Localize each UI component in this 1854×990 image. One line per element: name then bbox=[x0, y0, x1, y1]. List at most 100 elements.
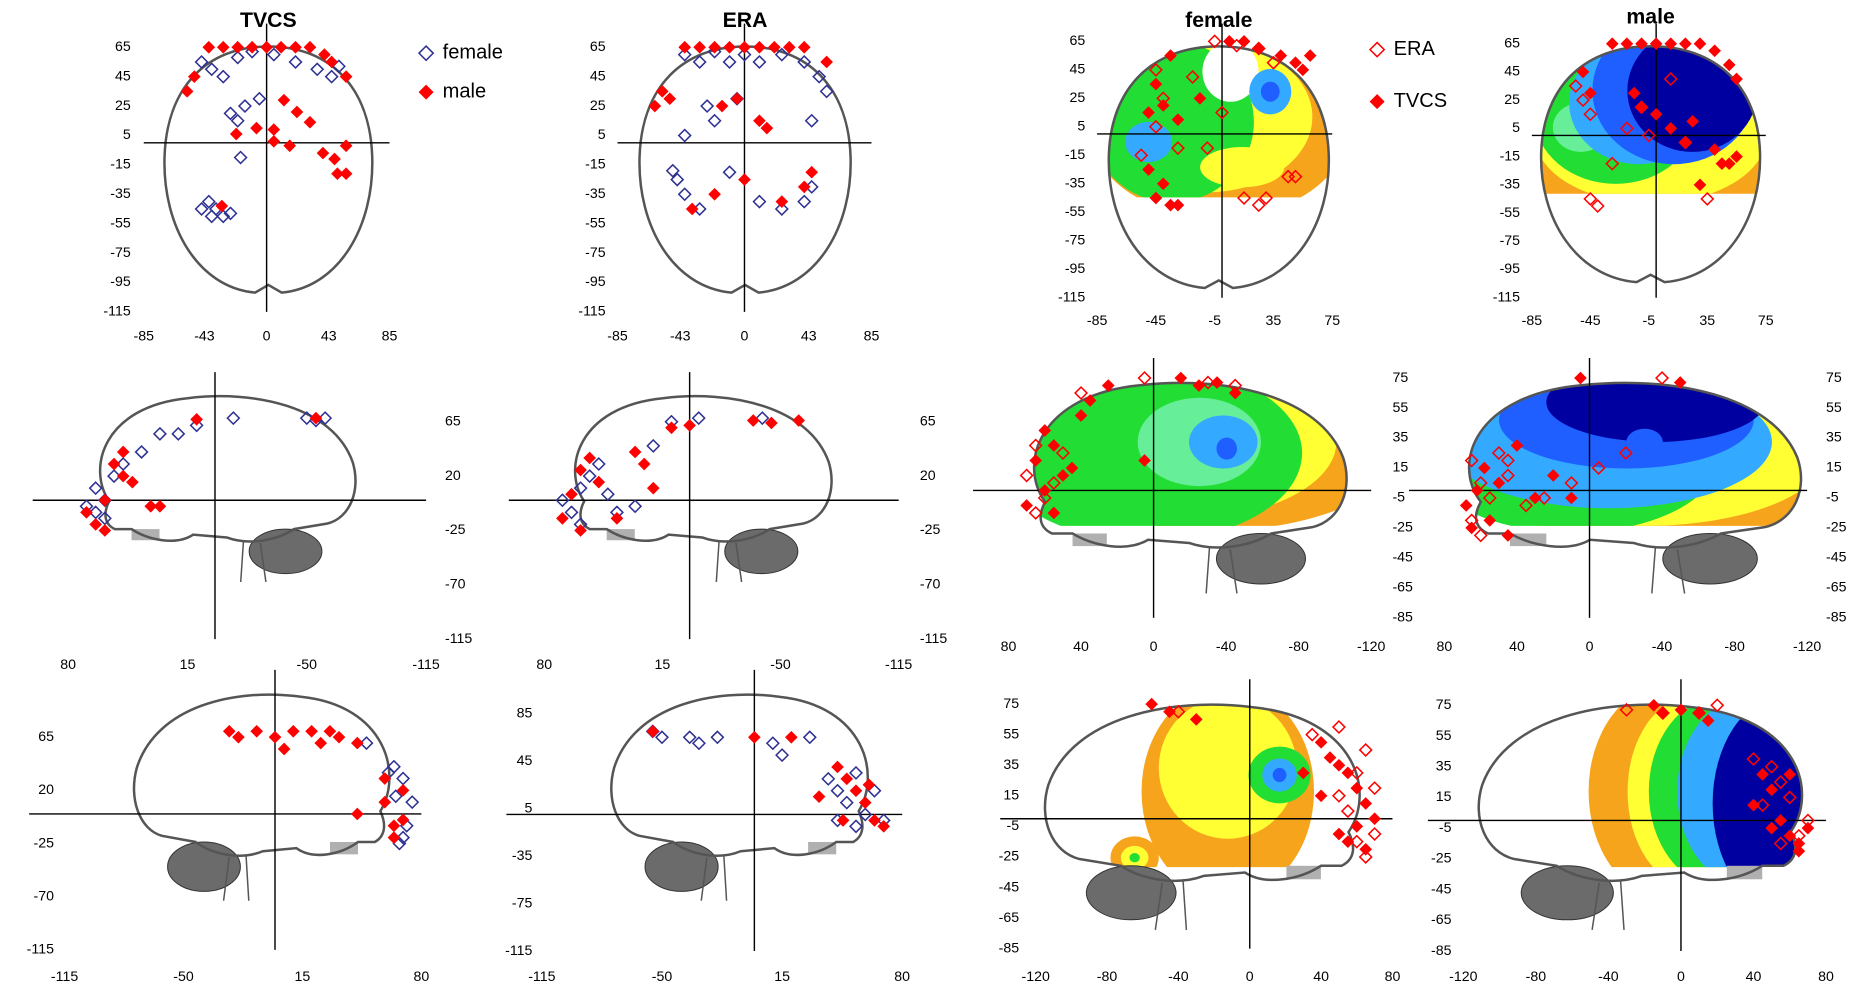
x-tick-label: 43 bbox=[321, 328, 337, 344]
y-tick-label: 25 bbox=[590, 98, 606, 114]
data-point bbox=[664, 93, 676, 105]
y-tick-label: 35 bbox=[1392, 430, 1408, 446]
legend-label: ERA bbox=[1394, 38, 1436, 60]
y-tick-label: 55 bbox=[1392, 400, 1408, 416]
x-tick-label: -115 bbox=[528, 969, 555, 985]
y-tick-label: -115 bbox=[578, 304, 605, 320]
data-point bbox=[1333, 759, 1345, 771]
data-point bbox=[863, 779, 875, 791]
data-point bbox=[1146, 698, 1158, 710]
data-point bbox=[306, 725, 318, 737]
panel: 6520-25-70-1158015-50-115 bbox=[509, 372, 948, 673]
y-tick-label: 65 bbox=[920, 414, 936, 430]
data-point bbox=[739, 174, 751, 186]
x-tick-label: 40 bbox=[1313, 969, 1329, 985]
data-point bbox=[776, 196, 788, 208]
x-tick-label: -85 bbox=[1087, 313, 1108, 329]
y-tick-label: 25 bbox=[1504, 92, 1520, 108]
data-point bbox=[268, 135, 280, 147]
heatmap-area bbox=[1090, 41, 1347, 217]
y-tick-label: 5 bbox=[123, 127, 131, 143]
data-point bbox=[724, 166, 736, 178]
x-tick-label: -115 bbox=[51, 969, 78, 985]
y-tick-label: -35 bbox=[512, 848, 533, 864]
figure: 6545255-15-35-55-75-95-115-85-4304385TVC… bbox=[0, 0, 1854, 990]
y-tick-label: 65 bbox=[590, 39, 606, 55]
data-point bbox=[850, 767, 862, 779]
x-tick-label: 15 bbox=[295, 969, 311, 985]
data-point bbox=[841, 797, 853, 809]
data-point bbox=[724, 41, 736, 53]
y-tick-label: 45 bbox=[590, 68, 606, 84]
x-tick-label: 80 bbox=[536, 657, 552, 673]
data-point bbox=[284, 140, 296, 152]
data-point bbox=[1351, 782, 1363, 794]
data-point bbox=[850, 785, 862, 797]
data-point bbox=[767, 737, 779, 749]
y-tick-label: 55 bbox=[1003, 726, 1019, 742]
data-point bbox=[351, 737, 363, 749]
data-point bbox=[1360, 798, 1372, 810]
heat-region bbox=[1273, 768, 1287, 782]
y-tick-label: -75 bbox=[1065, 232, 1086, 248]
data-point bbox=[1304, 50, 1316, 62]
legend-label: male bbox=[443, 80, 487, 102]
x-tick-label: -120 bbox=[1449, 969, 1477, 985]
data-point bbox=[1315, 790, 1327, 802]
data-point bbox=[679, 41, 691, 53]
data-point bbox=[709, 115, 721, 127]
heat-region bbox=[1216, 438, 1237, 460]
x-tick-label: -43 bbox=[670, 328, 691, 344]
data-point bbox=[584, 470, 596, 482]
y-tick-label: -25 bbox=[920, 522, 941, 538]
data-point bbox=[785, 731, 797, 743]
y-tick-label: -25 bbox=[445, 522, 466, 538]
data-point bbox=[1342, 767, 1354, 779]
data-point bbox=[1021, 500, 1033, 512]
y-tick-label: 55 bbox=[1436, 728, 1452, 744]
cerebellum bbox=[1663, 533, 1758, 583]
panel: 85455-35-75-115-115-501580 bbox=[505, 670, 910, 985]
x-tick-label: -85 bbox=[607, 328, 628, 344]
y-tick-label: 65 bbox=[38, 729, 54, 745]
heatmap bbox=[1090, 41, 1347, 217]
x-tick-label: -120 bbox=[1022, 969, 1050, 985]
x-tick-label: 35 bbox=[1266, 313, 1282, 329]
y-tick-label: 55 bbox=[1826, 400, 1842, 416]
y-tick-label: -75 bbox=[110, 245, 131, 261]
x-tick-label: -80 bbox=[1097, 969, 1118, 985]
data-point bbox=[311, 63, 323, 75]
x-tick-label: -5 bbox=[1208, 313, 1221, 329]
heatmap bbox=[1589, 685, 1854, 909]
data-point bbox=[126, 476, 138, 488]
data-point bbox=[117, 446, 129, 458]
x-tick-label: -115 bbox=[412, 657, 439, 673]
y-tick-label: -65 bbox=[999, 910, 1020, 926]
data-point bbox=[329, 153, 341, 165]
x-tick-label: 15 bbox=[180, 657, 196, 673]
data-point bbox=[181, 85, 193, 97]
data-point bbox=[269, 731, 281, 743]
x-tick-label: -80 bbox=[1724, 639, 1745, 655]
data-point bbox=[406, 796, 418, 808]
y-tick-label: 65 bbox=[445, 414, 461, 430]
y-tick-label: -115 bbox=[27, 942, 54, 958]
data-point bbox=[317, 147, 329, 159]
data-point bbox=[253, 93, 265, 105]
y-tick-label: 15 bbox=[1436, 789, 1452, 805]
y-tick-label: -85 bbox=[999, 940, 1020, 956]
y-tick-label: -15 bbox=[585, 157, 606, 173]
x-tick-label: 75 bbox=[1758, 313, 1774, 329]
x-tick-label: 80 bbox=[1385, 969, 1401, 985]
legend-marker bbox=[419, 85, 433, 99]
panel: 75553515-5-25-45-65-85-120-80-4004080 bbox=[999, 679, 1401, 984]
y-tick-label: 15 bbox=[1392, 460, 1408, 476]
data-point bbox=[340, 71, 352, 83]
data-point bbox=[1679, 38, 1691, 50]
x-tick-label: 80 bbox=[413, 969, 429, 985]
data-point bbox=[754, 56, 766, 68]
y-tick-label: -115 bbox=[505, 943, 532, 959]
y-tick-label: 45 bbox=[517, 753, 533, 769]
y-tick-label: -5 bbox=[1392, 490, 1405, 506]
